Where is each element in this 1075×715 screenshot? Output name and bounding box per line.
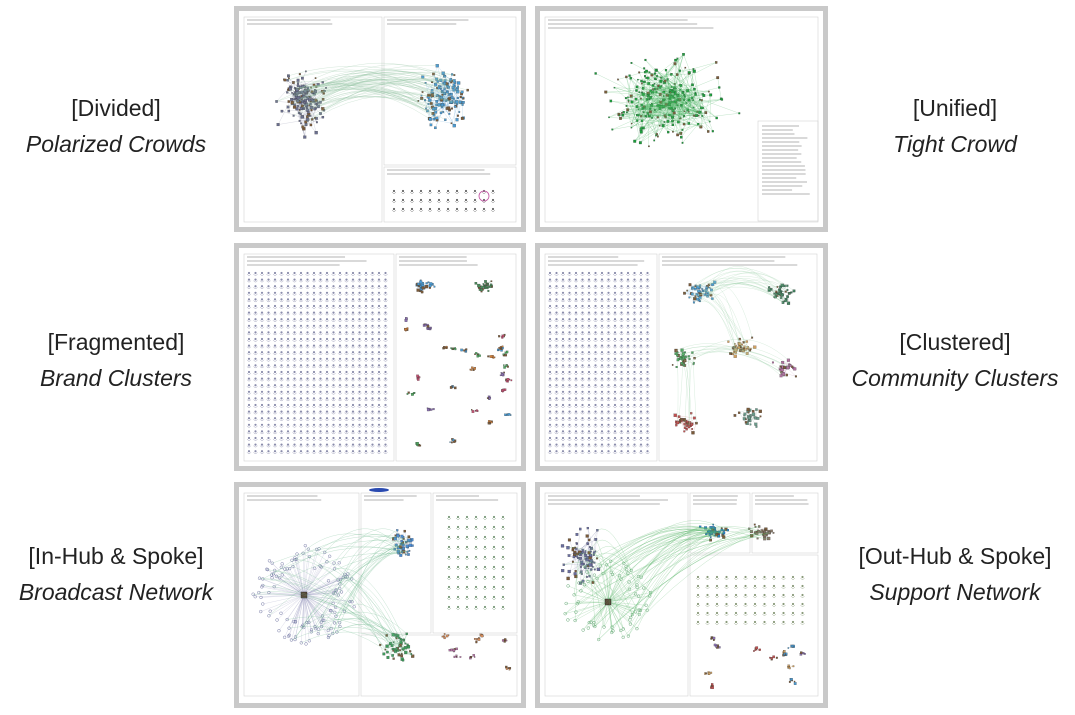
network-type-text: Polarized Crowds <box>25 131 207 157</box>
panel-in-hub <box>234 482 526 708</box>
network-graph-unified <box>544 16 819 223</box>
network-graph-fragmented <box>243 253 517 462</box>
category-text: [Out-Hub & Spoke] <box>858 543 1052 569</box>
panel-fragmented <box>234 243 526 471</box>
category-text: [Unified] <box>912 95 998 121</box>
panel-unified <box>535 6 828 232</box>
panel-divided <box>234 6 526 232</box>
network-graph-in-hub <box>243 488 518 697</box>
panel-clustered <box>535 243 828 471</box>
network-graph-divided <box>243 16 517 223</box>
label-divided: [Divided] Polarized Crowds <box>0 90 232 162</box>
network-graph-out-hub <box>544 492 819 697</box>
category-text: [Divided] <box>71 95 161 121</box>
network-type-text: Broadcast Network <box>18 579 214 605</box>
panel-out-hub <box>535 482 828 708</box>
network-type-text: Tight Crowd <box>893 131 1017 157</box>
network-type-text: Brand Clusters <box>39 365 193 391</box>
network-graph-clustered <box>544 253 818 462</box>
network-type-text: Community Clusters <box>851 365 1059 391</box>
label-in-hub: [In-Hub & Spoke] Broadcast Network <box>0 538 232 610</box>
category-text: [In-Hub & Spoke] <box>28 543 204 569</box>
category-text: [Fragmented] <box>47 329 185 355</box>
label-clustered: [Clustered] Community Clusters <box>835 324 1075 396</box>
label-unified: [Unified] Tight Crowd <box>835 90 1075 162</box>
network-type-text: Support Network <box>869 579 1041 605</box>
label-out-hub: [Out-Hub & Spoke] Support Network <box>835 538 1075 610</box>
category-text: [Clustered] <box>899 329 1011 355</box>
label-fragmented: [Fragmented] Brand Clusters <box>0 324 232 396</box>
